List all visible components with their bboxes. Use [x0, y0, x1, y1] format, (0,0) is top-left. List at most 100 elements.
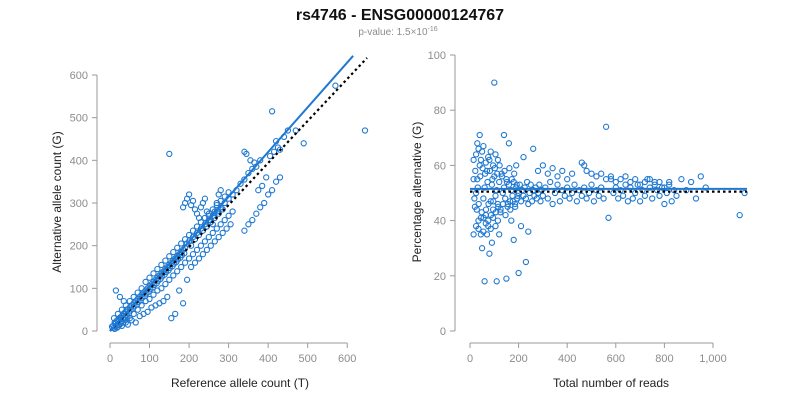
left-data-point — [261, 199, 268, 207]
right-data-point — [554, 173, 561, 180]
left-fit-line — [109, 55, 354, 332]
subtitle-base: p-value: 1.5×10 — [358, 27, 428, 38]
right-data-point — [527, 181, 534, 188]
right-scatter-plot: 0 20 40 60 80 100 0 200 400 600 800 1,000 Total num… — [410, 50, 748, 390]
right-data-point — [639, 187, 646, 194]
right-x-tick-label: 0 — [467, 353, 473, 365]
right-data-point — [522, 195, 530, 202]
right-data-point — [493, 187, 500, 194]
right-data-point — [504, 200, 512, 208]
right-data-point — [490, 198, 497, 205]
left-data-point — [213, 225, 220, 232]
left-data-point — [257, 204, 264, 211]
left-data-point — [150, 270, 157, 277]
right-data-point — [636, 198, 644, 205]
left-lines — [109, 55, 368, 332]
right-data-point — [501, 167, 508, 175]
right-data-point — [525, 228, 532, 235]
right-data-point — [496, 231, 503, 238]
right-data-point — [480, 228, 487, 235]
left-data-point — [181, 236, 189, 243]
left-data-point — [166, 150, 173, 158]
right-data-point — [602, 176, 610, 183]
left-reference-line — [109, 57, 368, 332]
left-data-point — [185, 255, 193, 262]
right-data-point — [551, 189, 559, 197]
right-data-point — [605, 214, 612, 221]
right-data-point — [513, 162, 520, 169]
right-y-tick-label: 100 — [428, 50, 446, 62]
right-data-point — [629, 195, 636, 202]
right-data-point — [474, 184, 481, 191]
right-data-point — [472, 189, 480, 197]
right-data-point — [593, 187, 600, 194]
right-data-point — [598, 170, 605, 177]
left-y-axis-title: Alternative allele count (G) — [50, 131, 64, 272]
right-data-point — [556, 198, 564, 205]
right-data-point — [564, 176, 571, 183]
left-axes: 0 100 200 300 400 500 600 0 100 200 300 400 500 600 — [70, 70, 357, 365]
left-data-point — [138, 285, 145, 292]
right-data-point — [509, 192, 516, 199]
left-data-point — [215, 233, 222, 241]
right-data-point — [632, 189, 639, 197]
left-data-point — [284, 127, 292, 134]
figure-title: rs4746 - ENSG00000124767 — [296, 7, 504, 24]
left-data-point — [266, 152, 274, 160]
left-data-point — [223, 225, 230, 232]
right-data-point — [492, 151, 499, 158]
left-data-point — [170, 272, 177, 279]
right-data-point — [683, 187, 690, 194]
right-x-axis-title: Total number of reads — [553, 376, 669, 390]
right-data-point — [736, 211, 743, 219]
right-x-tick-label: 1,000 — [699, 353, 727, 365]
right-data-point — [489, 176, 496, 183]
left-data-point — [170, 248, 177, 256]
right-data-point — [476, 131, 483, 139]
right-data-point — [539, 192, 547, 199]
left-data-point — [241, 176, 248, 183]
right-data-point — [617, 176, 624, 183]
right-data-point — [566, 195, 573, 202]
right-data-point — [697, 173, 704, 180]
right-data-point — [581, 184, 588, 191]
right-data-point — [641, 192, 649, 199]
left-x-tick-label: 100 — [140, 353, 158, 365]
right-y-tick-label: 20 — [434, 271, 446, 283]
right-data-point — [470, 156, 477, 164]
right-data-point — [470, 231, 477, 238]
right-lines — [470, 187, 747, 193]
right-data-point — [583, 195, 590, 202]
right-data-point — [627, 178, 634, 186]
left-data-point — [276, 146, 284, 153]
right-axes: 0 20 40 60 80 100 0 200 400 600 800 1,000 — [428, 50, 727, 365]
right-data-point — [615, 195, 622, 202]
left-data-point — [268, 108, 276, 115]
left-data-point — [134, 289, 141, 296]
right-data-point — [474, 140, 481, 147]
right-data-point — [500, 131, 508, 139]
left-data-point — [164, 293, 171, 301]
right-data-point — [581, 162, 588, 169]
left-x-tick-label: 600 — [338, 353, 356, 365]
right-data-point — [481, 278, 488, 285]
right-data-point — [568, 189, 576, 197]
left-y-tick-label: 0 — [82, 326, 88, 338]
right-data-point — [636, 181, 644, 188]
right-data-point — [668, 198, 675, 205]
left-data-point — [270, 148, 278, 155]
right-data-point — [600, 195, 607, 202]
right-data-point — [522, 258, 530, 266]
left-data-point — [193, 246, 201, 254]
right-data-point — [481, 170, 489, 177]
left-data-point — [225, 212, 232, 219]
right-data-point — [619, 192, 627, 199]
left-data-point — [195, 255, 203, 262]
right-data-point — [494, 156, 502, 164]
left-data-point — [144, 308, 151, 315]
left-data-point — [219, 206, 226, 213]
right-data-point — [488, 239, 496, 246]
right-data-point — [549, 165, 556, 172]
left-data-point — [257, 157, 264, 164]
